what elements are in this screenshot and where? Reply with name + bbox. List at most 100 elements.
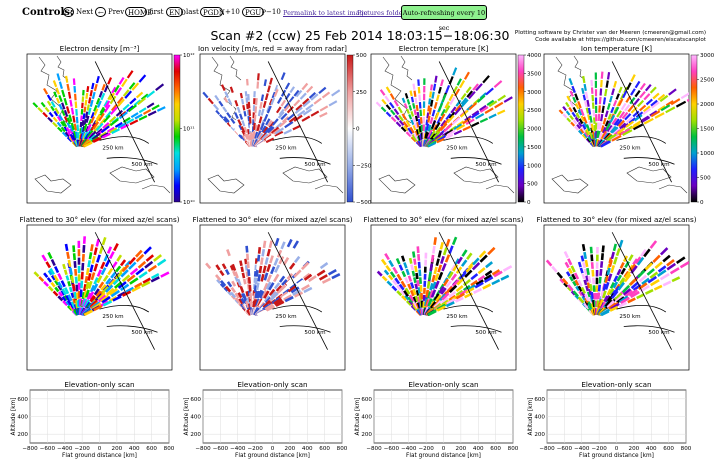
scan-beam [584, 91, 589, 99]
pictures-folder-link[interactable]: Pictures folder [357, 9, 406, 17]
scan-beam [246, 261, 250, 269]
auto-refresh-button[interactable]: Auto-refreshing every 10 sec [401, 5, 487, 32]
scan-beam [606, 72, 611, 80]
pgup-key[interactable]: PGUP [242, 7, 266, 17]
y-axis-label: Altitude [km] [11, 397, 17, 435]
scan-beam [268, 98, 274, 106]
scan-beam [88, 291, 95, 300]
scan-beam [459, 289, 468, 296]
pgdn-key[interactable]: PGDN [200, 7, 225, 17]
scan-beam [410, 264, 414, 271]
scan-beam [428, 98, 432, 105]
scan-beam [572, 106, 578, 113]
scan-beam [46, 100, 52, 107]
x-tick-label: −800 [22, 446, 38, 452]
scan-beam [100, 125, 110, 134]
scan-beam [388, 259, 395, 268]
scan-beam [565, 101, 570, 108]
home-key[interactable]: HOME [125, 7, 152, 17]
scan-beam [606, 124, 613, 133]
scan-beam [316, 269, 326, 277]
scan-beam [585, 285, 590, 292]
scan-beam [246, 109, 250, 116]
scan-beam [456, 256, 463, 265]
scan-beam [133, 99, 142, 107]
scan-beam [646, 268, 655, 276]
x-tick-label: 400 [302, 446, 313, 452]
scan-data [32, 61, 166, 183]
scan-beam [584, 293, 590, 302]
scan-beam [134, 113, 143, 120]
scan-beam [401, 113, 407, 121]
scan-beam [280, 241, 286, 250]
scan-beam [277, 111, 285, 119]
scan-beam [602, 126, 607, 134]
scan-beam [75, 116, 79, 124]
scan-beam [93, 277, 99, 285]
scan-beam [464, 292, 473, 299]
scan-beam [599, 298, 605, 307]
scan-beam [428, 272, 432, 281]
scan-beam [413, 277, 417, 284]
x-tick-label: −800 [195, 446, 211, 452]
scan-beam [587, 301, 593, 309]
scan-beam [448, 290, 457, 299]
scan-beam [262, 265, 267, 274]
scan-beam [592, 277, 596, 285]
scan-beam [99, 117, 106, 126]
scan-beam [597, 130, 601, 139]
scan-beam [255, 282, 260, 290]
scan-beam [52, 80, 58, 88]
scan-beam [266, 274, 272, 283]
scan-beam [109, 118, 119, 127]
colorbar-tick-label: 1000 [700, 151, 715, 157]
scan-beam [72, 298, 77, 304]
scan-beam [412, 251, 416, 258]
scan-beam [583, 302, 590, 310]
scan-beam [242, 293, 248, 301]
scan-beam [414, 97, 418, 105]
scan-beam [93, 304, 103, 312]
x-tick-label: 400 [473, 446, 484, 452]
colorbar-tick-label: −250 [356, 163, 372, 169]
scan-beam [230, 105, 236, 112]
scan-beam [403, 262, 408, 269]
x-tick-label: −600 [40, 446, 56, 452]
scan-beam [228, 122, 236, 129]
scan-beam [321, 95, 331, 103]
scan-beam [61, 102, 66, 110]
scan-beam [430, 254, 435, 263]
scan-beam [575, 112, 581, 119]
scan-beam [418, 269, 422, 277]
scan-beam [568, 78, 574, 86]
scan-beam [610, 251, 615, 260]
scan-beam [468, 90, 476, 100]
scan-beam [581, 126, 586, 133]
scan-beam [398, 114, 404, 122]
scan-beam [425, 132, 430, 140]
scan-beam [234, 271, 239, 279]
scan-beam [604, 281, 610, 290]
scan-beam [141, 280, 151, 288]
scan-beam [63, 97, 68, 106]
scan-beam [245, 291, 250, 297]
scan-beam [569, 101, 574, 108]
scan-beam [83, 141, 93, 148]
scan-beam [63, 126, 69, 132]
permalink-link[interactable]: Permalink to latest image [283, 9, 368, 17]
scan-beam [57, 126, 63, 133]
prev-key[interactable]: ← [95, 7, 106, 17]
scan-beam [147, 264, 158, 273]
scan-beam [258, 265, 263, 274]
scan-beam [564, 261, 570, 269]
panel-title: Electron density [m⁻³] [60, 44, 140, 53]
scan-beam [622, 288, 632, 296]
scan-beam [432, 124, 438, 132]
scan-beam [475, 279, 484, 286]
scan-beam [429, 130, 436, 139]
scan-beam [93, 104, 98, 112]
scan-beam [37, 107, 44, 113]
scan-beam [135, 249, 143, 258]
end-key[interactable]: END [166, 7, 186, 17]
next-key[interactable]: → [63, 7, 74, 17]
